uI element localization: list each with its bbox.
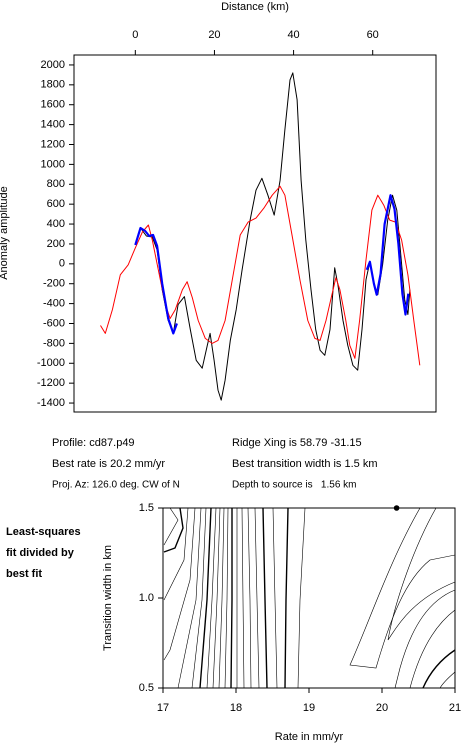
data-line <box>100 185 421 366</box>
side-note: fit divided by <box>6 547 75 559</box>
side-note: best fit <box>6 568 42 580</box>
x-tick-label: 21 <box>449 702 461 714</box>
y-tick-label: 0.5 <box>139 682 154 694</box>
contour <box>224 507 229 689</box>
y-tick-label: 1800 <box>41 79 65 91</box>
y-tick-label: 200 <box>47 238 65 250</box>
y-tick-label: 0 <box>59 258 65 270</box>
x-tick-label: 20 <box>376 702 388 714</box>
y-tick-label: -600 <box>43 317 65 329</box>
contour <box>199 507 212 689</box>
contour <box>212 507 221 689</box>
y-tick-label: 1600 <box>41 99 65 111</box>
y-tick-label: -1000 <box>37 357 65 369</box>
y-tick-label: 1.0 <box>139 592 154 604</box>
y-tick-label: -400 <box>43 298 65 310</box>
y-tick-label: 1000 <box>41 158 65 170</box>
y-tick-label: -200 <box>43 278 65 290</box>
contour <box>163 507 189 601</box>
contour <box>422 649 456 689</box>
x-axis-title: Rate in mm/yr <box>275 731 344 743</box>
contours <box>163 507 456 689</box>
y-axis-title: Transition width in km <box>102 545 114 651</box>
contour <box>206 507 217 689</box>
info-text: Best transition width is 1.5 km <box>232 458 378 470</box>
contour <box>439 671 456 689</box>
y-tick-label: 2000 <box>41 59 65 71</box>
info-text: Best rate is 20.2 mm/yr <box>52 458 165 470</box>
contour <box>163 507 179 546</box>
x-tick-label: 19 <box>303 702 315 714</box>
y-tick-label: -1400 <box>37 397 65 409</box>
info-text: Proj. Az: 126.0 deg. CW of N <box>52 480 180 491</box>
contour <box>272 507 278 689</box>
contour <box>218 507 225 689</box>
y-axis-title: Anomaly amplitude <box>0 186 10 280</box>
contour <box>297 507 306 689</box>
info-text: Profile: cd87.p49 <box>52 437 135 449</box>
top-frame <box>73 54 437 413</box>
contour <box>262 507 268 689</box>
contour <box>191 507 207 689</box>
contour <box>349 507 456 669</box>
contour <box>394 589 456 689</box>
x-tick-label: 60 <box>367 29 379 41</box>
contour <box>163 507 184 553</box>
side-note: Least-squares <box>6 526 81 538</box>
y-tick-label: 1.5 <box>139 502 154 514</box>
contour <box>177 507 202 689</box>
contour <box>163 507 196 661</box>
x-tick-label: 40 <box>287 29 299 41</box>
y-tick-label: 1400 <box>41 119 65 131</box>
info-text: Ridge Xing is 58.79 -31.15 <box>232 437 362 449</box>
contour <box>241 507 245 689</box>
y-tick-label: 400 <box>47 218 65 230</box>
y-tick-label: -1200 <box>37 377 65 389</box>
x-tick-label: 0 <box>132 29 138 41</box>
y-tick-label: 600 <box>47 198 65 210</box>
data-line <box>134 194 410 335</box>
contour <box>254 507 260 689</box>
x-tick-label: 20 <box>208 29 220 41</box>
contour <box>247 507 252 689</box>
y-tick-label: 1200 <box>41 138 65 150</box>
x-tick-label: 18 <box>230 702 242 714</box>
contour <box>409 609 456 689</box>
best-fit-point <box>393 505 400 511</box>
y-tick-label: 800 <box>47 178 65 190</box>
y-tick-label: -800 <box>43 337 65 349</box>
x-axis-title: Distance (km) <box>221 1 289 13</box>
x-tick-label: 17 <box>157 702 169 714</box>
contour <box>230 508 233 689</box>
contour <box>284 507 289 689</box>
info-text: Depth to source is 1.56 km <box>232 480 357 491</box>
contour <box>387 507 456 641</box>
